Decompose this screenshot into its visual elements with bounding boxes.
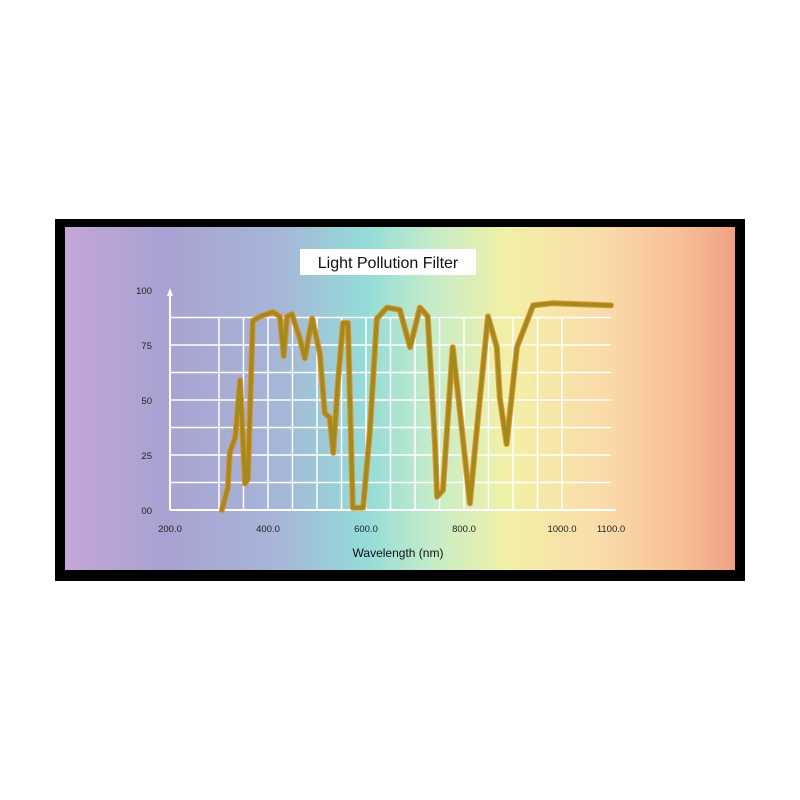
x-tick-label: 1000.0 [547, 524, 576, 535]
chart-title: Light Pollution Filter [318, 255, 459, 272]
x-tick-label: 800.0 [452, 524, 476, 535]
y-tick-label: 75 [141, 341, 152, 352]
title-box [300, 249, 476, 275]
x-tick-label: 1100.0 [597, 524, 625, 535]
series-line [219, 301, 613, 512]
chart: Light Pollution Filter Wavelength (nm) 2… [65, 227, 735, 570]
chart-frame: Light Pollution Filter Wavelength (nm) 2… [55, 219, 745, 581]
x-axis-label: Wavelength (nm) [353, 546, 444, 560]
plot-background [65, 227, 735, 570]
y-tick-label: 50 [141, 396, 152, 407]
y-tick-label: 00 [141, 506, 152, 517]
x-tick-label: 200.0 [158, 524, 182, 535]
y-axis-arrow [167, 288, 173, 296]
x-tick-label: 400.0 [256, 524, 280, 535]
x-tick-label: 600.0 [354, 524, 378, 535]
y-tick-label: 100 [136, 286, 152, 297]
y-tick-label: 25 [141, 451, 152, 462]
